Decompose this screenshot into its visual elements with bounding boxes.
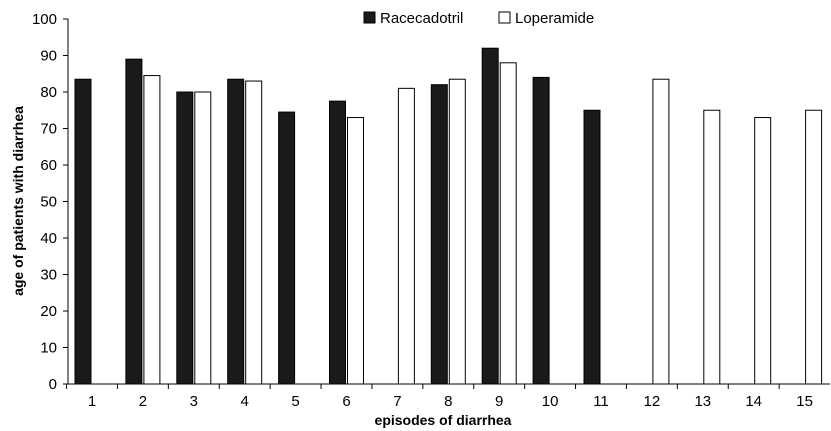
y-tick-label: 80: [40, 84, 57, 101]
bar-racecadotril: [278, 111, 296, 385]
x-tick-label: 6: [342, 393, 350, 410]
bar-loperamide: [194, 91, 212, 385]
x-tick-label: 2: [139, 393, 147, 410]
bar-racecadotril: [125, 58, 143, 385]
bar-racecadotril: [481, 47, 499, 385]
y-tick-label: 30: [40, 267, 57, 284]
x-tick-label: 12: [644, 393, 661, 410]
x-tick-label: 14: [745, 393, 762, 410]
bar-loperamide: [754, 117, 772, 385]
bar-loperamide: [448, 78, 466, 385]
x-tick-label: 13: [694, 393, 711, 410]
legend: Racecadotril Loperamide: [363, 10, 594, 27]
bar-loperamide: [143, 75, 161, 385]
bar-racecadotril: [329, 100, 346, 385]
y-axis-ticks: 0 10 20 30 40 50 60 70 80 90 100: [32, 11, 68, 393]
x-axis-title: episodes of diarrhea: [375, 412, 512, 428]
bar-loperamide: [397, 87, 415, 385]
bar-loperamide: [805, 109, 823, 385]
y-tick-label: 0: [49, 376, 57, 393]
bar-racecadotril: [430, 84, 448, 385]
y-tick-label: 20: [40, 303, 57, 320]
y-tick-label: 50: [40, 194, 57, 211]
bars: [74, 47, 823, 385]
y-axis-title: age of patients with diarrhea: [10, 106, 26, 296]
bar-loperamide: [499, 62, 517, 385]
y-tick-label: 100: [32, 11, 57, 28]
bar-racecadotril: [74, 78, 92, 385]
x-tick-label: 8: [444, 393, 452, 410]
bar-loperamide: [347, 117, 364, 385]
bar-racecadotril: [227, 78, 245, 385]
x-tick-label: 11: [593, 393, 609, 410]
bar-racecadotril: [532, 76, 550, 385]
x-tick-label: 10: [542, 393, 559, 410]
bar-loperamide: [652, 78, 670, 385]
x-tick-label: 7: [393, 393, 401, 410]
y-tick-label: 10: [40, 340, 57, 357]
legend-label-racecadotril: Racecadotril: [380, 10, 463, 27]
y-tick-label: 40: [40, 230, 57, 247]
bar-loperamide: [245, 80, 263, 385]
legend-swatch-loperamide: [498, 11, 511, 24]
x-tick-label: 9: [495, 393, 503, 410]
x-tick-label: 4: [241, 393, 249, 410]
y-tick-label: 90: [40, 48, 57, 65]
bar-racecadotril: [583, 109, 601, 385]
x-tick-label: 1: [88, 393, 96, 410]
x-tick-label: 15: [796, 393, 813, 410]
x-tick-label: 3: [190, 393, 198, 410]
x-axis-ticks: 12345678910111213141516: [66, 384, 813, 410]
bar-loperamide: [703, 109, 721, 385]
y-tick-label: 70: [40, 121, 57, 138]
y-tick-label: 60: [40, 157, 57, 174]
x-tick-label: 5: [291, 393, 299, 410]
legend-label-loperamide: Loperamide: [515, 10, 594, 27]
legend-swatch-racecadotril: [363, 11, 376, 24]
bar-racecadotril: [176, 91, 194, 385]
